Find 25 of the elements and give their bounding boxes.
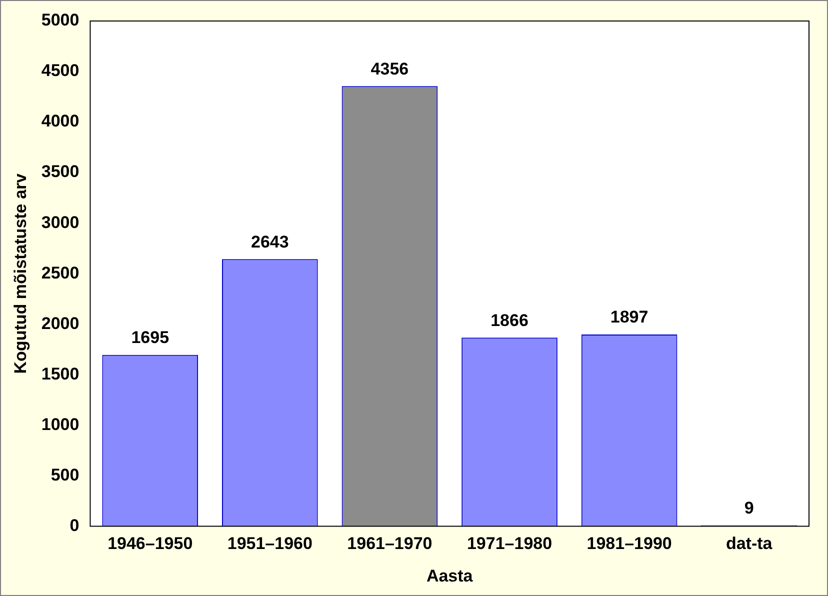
data-label: 1866 xyxy=(490,310,528,330)
data-label: 9 xyxy=(744,498,754,518)
x-tick-label: 1961–1970 xyxy=(347,534,432,554)
y-tick-label: 3000 xyxy=(41,212,80,232)
y-tick-label: 1000 xyxy=(41,414,80,434)
x-tick-label: 1946–1950 xyxy=(108,534,193,554)
y-tick-label: 2000 xyxy=(41,314,80,333)
data-label: 4356 xyxy=(370,59,409,78)
y-tick-label: 4500 xyxy=(41,61,80,80)
x-tick-label: 1951–1960 xyxy=(227,534,312,554)
y-tick-label: 1500 xyxy=(41,364,80,384)
x-tick-label: 1971–1980 xyxy=(466,534,552,554)
y-tick-label: 5000 xyxy=(41,10,80,30)
y-axis-title: Kogutud mõistatuste arv xyxy=(10,172,30,374)
data-label: 1695 xyxy=(131,328,170,348)
y-tick-label: 0 xyxy=(70,516,80,535)
x-tick-label: dat-ta xyxy=(726,534,773,554)
y-tick-label: 500 xyxy=(50,465,80,484)
y-tick-label: 3500 xyxy=(41,162,80,182)
data-label: 1897 xyxy=(610,308,648,327)
x-axis-title: Aasta xyxy=(426,566,474,586)
x-tick-label: 1981–1990 xyxy=(586,534,672,554)
y-tick-label: 2500 xyxy=(41,263,80,282)
data-label: 2643 xyxy=(251,232,289,252)
y-tick-label: 4000 xyxy=(41,112,80,131)
